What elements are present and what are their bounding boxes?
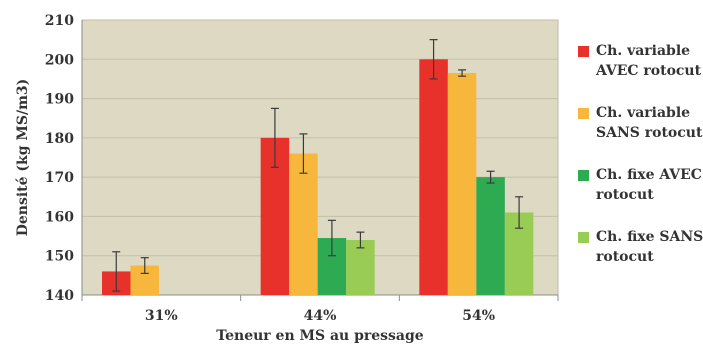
bar bbox=[476, 177, 505, 295]
y-tick-label: 170 bbox=[45, 170, 74, 186]
x-tick-label: 44% bbox=[304, 308, 337, 324]
y-tick-label: 180 bbox=[45, 131, 74, 147]
legend-line: AVEC rotocut bbox=[595, 63, 702, 79]
bar bbox=[419, 59, 448, 296]
y-tick-label: 200 bbox=[45, 52, 74, 68]
legend-line: Ch. variable bbox=[596, 43, 690, 59]
legend-swatch bbox=[578, 232, 589, 243]
legend-swatch bbox=[578, 108, 589, 119]
legend-line: Ch. variable bbox=[596, 105, 690, 121]
bar bbox=[289, 153, 318, 295]
legend-line: Ch. fixe SANS bbox=[596, 229, 703, 245]
legend-entry: Ch. fixe AVEC rotocut bbox=[596, 167, 702, 203]
legend-entry: Ch. variable SANS rotocut bbox=[596, 105, 703, 141]
legend-line: Ch. fixe AVEC bbox=[596, 167, 702, 183]
x-axis-title: Teneur en MS au pressage bbox=[216, 328, 423, 344]
legend-swatch bbox=[578, 170, 589, 181]
y-axis-title: Densité (kg MS/m3) bbox=[15, 79, 31, 237]
legend-entry: Ch. variable AVEC rotocut bbox=[595, 43, 702, 79]
y-tick-label: 210 bbox=[45, 13, 74, 29]
y-tick-label: 160 bbox=[45, 209, 74, 225]
y-tick-label: 150 bbox=[45, 249, 74, 265]
legend-line: rotocut bbox=[596, 187, 654, 203]
x-tick-label: 54% bbox=[462, 308, 495, 324]
y-tick-label: 190 bbox=[45, 92, 74, 108]
y-tick-label: 140 bbox=[45, 288, 74, 304]
legend-line: SANS rotocut bbox=[596, 125, 703, 141]
bar bbox=[447, 73, 477, 296]
x-tick-label: 31% bbox=[145, 308, 178, 324]
legend-line: rotocut bbox=[596, 249, 654, 265]
bar bbox=[346, 240, 375, 295]
legend-swatch bbox=[578, 46, 589, 57]
legend-entry: Ch. fixe SANS rotocut bbox=[596, 229, 703, 265]
